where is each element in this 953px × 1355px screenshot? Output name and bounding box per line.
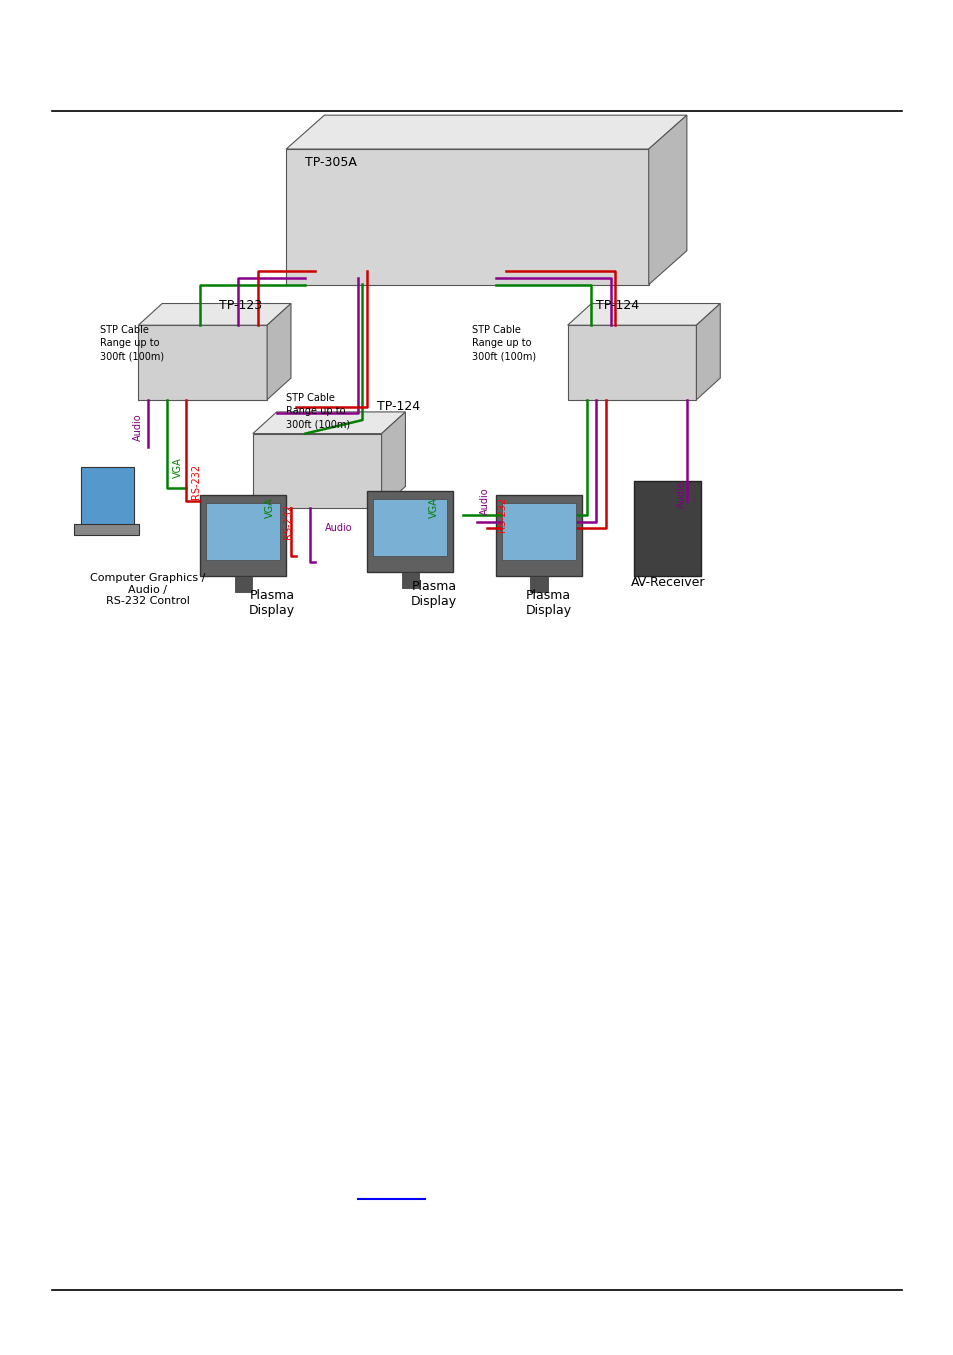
Polygon shape [253, 434, 381, 508]
Text: STP Cable
Range up to
300ft (100m): STP Cable Range up to 300ft (100m) [100, 325, 164, 362]
Polygon shape [567, 304, 720, 325]
FancyBboxPatch shape [501, 503, 576, 560]
Text: Computer Graphics /
Audio /
RS-232 Control: Computer Graphics / Audio / RS-232 Contr… [91, 573, 205, 607]
FancyBboxPatch shape [634, 481, 700, 576]
Text: Audio: Audio [325, 523, 352, 534]
Text: RS-232: RS-232 [497, 497, 506, 533]
Text: STP Cable
Range up to
300ft (100m): STP Cable Range up to 300ft (100m) [472, 325, 536, 362]
Polygon shape [648, 115, 686, 285]
FancyBboxPatch shape [200, 495, 286, 576]
Text: TP-124: TP-124 [376, 400, 419, 413]
FancyBboxPatch shape [401, 572, 418, 588]
FancyBboxPatch shape [206, 503, 280, 560]
Text: Audio: Audio [479, 488, 489, 515]
Polygon shape [567, 325, 696, 400]
Text: Plasma
Display: Plasma Display [249, 589, 294, 618]
Text: Audio: Audio [677, 481, 686, 508]
Text: RS-232: RS-232 [283, 504, 293, 539]
Text: STP Cable
Range up to
300ft (100m): STP Cable Range up to 300ft (100m) [286, 393, 350, 430]
Polygon shape [138, 304, 291, 325]
Text: Audio: Audio [133, 413, 143, 440]
FancyBboxPatch shape [530, 576, 547, 592]
Polygon shape [696, 304, 720, 400]
Text: VGA: VGA [429, 497, 438, 519]
Text: RS-232: RS-232 [191, 463, 200, 499]
Polygon shape [138, 325, 267, 400]
Text: VGA: VGA [173, 457, 183, 478]
Polygon shape [286, 115, 686, 149]
FancyBboxPatch shape [81, 467, 133, 528]
Text: AV-Receiver: AV-Receiver [630, 576, 704, 589]
Text: Plasma
Display: Plasma Display [525, 589, 571, 618]
Polygon shape [381, 412, 405, 508]
FancyBboxPatch shape [367, 491, 453, 572]
Polygon shape [267, 304, 291, 400]
Text: TP-305A: TP-305A [305, 156, 356, 169]
Polygon shape [286, 149, 648, 285]
Polygon shape [253, 412, 405, 434]
FancyBboxPatch shape [496, 495, 581, 576]
Text: TP-123: TP-123 [219, 298, 262, 312]
FancyBboxPatch shape [234, 576, 252, 592]
Text: TP-124: TP-124 [596, 298, 639, 312]
FancyBboxPatch shape [373, 499, 447, 556]
Text: VGA: VGA [265, 497, 274, 519]
Text: Plasma
Display: Plasma Display [411, 580, 456, 608]
FancyBboxPatch shape [74, 524, 139, 535]
